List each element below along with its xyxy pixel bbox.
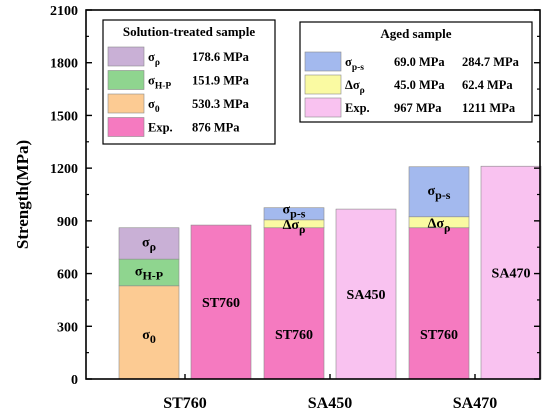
legend-swatch [107, 46, 145, 67]
bar-segment-label: σρ [142, 235, 156, 253]
bar-segment-st760-left-sigma_rho [118, 227, 180, 260]
x-tick-label: SA450 [308, 395, 352, 412]
legend-swatch [304, 51, 342, 72]
bar-segment-label: Δσρ [428, 216, 451, 234]
y-tick-label: 600 [57, 268, 78, 283]
legend-value: 45.0 MPa [394, 78, 445, 92]
legend-swatch [304, 97, 342, 118]
legend-title: Solution-treated sample [123, 24, 256, 39]
y-axis-label: Strength(MPa) [13, 140, 32, 249]
legend-swatch [107, 70, 145, 90]
legend-label: Exp. [345, 101, 370, 115]
legend-title: Aged sample [380, 26, 451, 41]
bar-label: SA450 [347, 288, 386, 303]
legend-value: 1211 MPa [462, 101, 516, 115]
bars-layer: σ0σH-PσρST760ST760Δσρσp-sSA450ST760Δσρσp… [118, 165, 542, 380]
bar-segment-sa450-left-exp [263, 227, 325, 380]
bar-segment-label: σ0 [142, 328, 156, 346]
legend-value: 284.7 MPa [462, 55, 520, 69]
legend-value: 69.0 MPa [394, 55, 445, 69]
y-axis-label-group: Strength(MPa) [13, 140, 32, 249]
legend-value: 178.6 MPa [192, 50, 250, 64]
legend-label: Δσρ [345, 78, 365, 96]
legends-layer: Solution-treated sample σρ 178.6 MPa σH-P 15… [102, 19, 533, 145]
bar-segment-st760-left-sigma_HP [118, 258, 180, 287]
bar-segment-sa450-right-exp_aged [335, 208, 397, 380]
bar-segment-sa470-right-exp_aged [480, 165, 542, 380]
bar-segment-sa450-left-sigma_ps [263, 207, 325, 221]
legend-label: σ0 [148, 97, 160, 115]
y-tick-label: 300 [57, 320, 78, 335]
y-tick-label: 2100 [50, 4, 78, 19]
legend-value: 151.9 MPa [192, 74, 250, 88]
y-tick-label: 0 [71, 373, 78, 388]
bar-segment-sa470-left-exp [408, 227, 470, 380]
axes-layer: 0 300 600 900 1200 1500 1800 2100 ST760 SA450 SA47… [50, 4, 541, 412]
bar-segment-label: σp-s [428, 184, 451, 202]
bar-segment-st760-left-sigma_0 [118, 285, 180, 380]
legend-label: σH-P [148, 74, 171, 92]
bar-segment-label: ST760 [275, 328, 313, 343]
x-tick-label: SA470 [453, 395, 497, 412]
bar-label: SA470 [492, 267, 531, 282]
legend-swatch [107, 93, 145, 114]
bar-segment-label: σH-P [135, 264, 163, 282]
y-tick-label: 1200 [50, 162, 78, 177]
y-tick-label: 1500 [50, 109, 78, 124]
bar-segment-label: σp-s [283, 203, 306, 221]
bar-segment-sa470-left-sigma_ps [408, 166, 470, 218]
y-tick-label: 1800 [50, 57, 78, 72]
legend-label: σp-s [345, 55, 364, 73]
legend-value: 876 MPa [192, 121, 240, 135]
legend-value: 530.3 MPa [192, 97, 250, 111]
bar-label: ST760 [202, 296, 240, 311]
bar-segment-st760-right-exp [190, 224, 252, 380]
legend-swatch [107, 117, 145, 137]
legend-swatch [304, 74, 342, 95]
legend-label: Exp. [148, 121, 173, 135]
legend-value: 967 MPa [394, 101, 442, 115]
y-tick-label: 900 [57, 215, 78, 230]
legend-label: σρ [148, 50, 160, 68]
x-tick-label: ST760 [163, 395, 207, 412]
bar-segment-label: ST760 [420, 328, 458, 343]
legend-value: 62.4 MPa [462, 78, 513, 92]
bar-segment-label: Δσρ [283, 218, 306, 236]
